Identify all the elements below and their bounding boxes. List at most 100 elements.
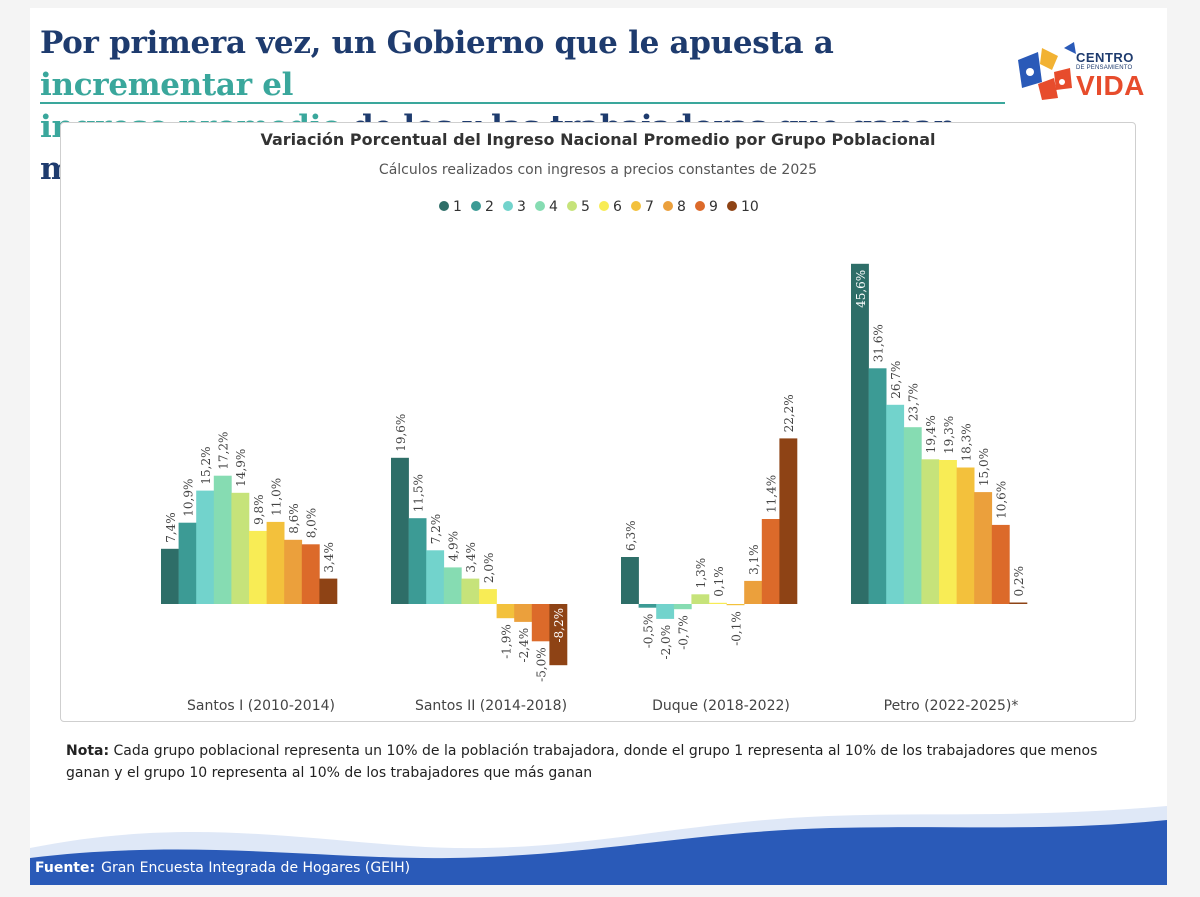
data-label-group4-series6: 19,3% — [942, 416, 956, 454]
bar-group2-series3 — [426, 550, 445, 604]
note-text: Cada grupo poblacional representa un 10%… — [66, 743, 1098, 781]
bar-group2-series4 — [443, 567, 462, 604]
data-label-group4-series8: 15,0% — [977, 448, 991, 486]
data-label-group4-series1: 45,6% — [854, 270, 868, 308]
legend-label-10: 10 — [741, 199, 759, 215]
data-label-group1-series6: 9,8% — [252, 494, 266, 525]
chart-legend: 1 2 3 4 5 6 7 8 9 10 — [439, 199, 759, 215]
bar-group1-series9 — [301, 544, 320, 604]
data-label-group4-series3: 26,7% — [889, 361, 903, 399]
legend-label-3: 3 — [517, 199, 526, 215]
bar-group1-series3 — [196, 490, 215, 604]
category-label-3: Duque (2018-2022) — [652, 698, 790, 714]
headline-highlight1: incrementar el — [40, 67, 294, 103]
data-label-group4-series10: 0,2% — [1012, 566, 1026, 597]
infographic-page: Por primera vez, un Gobierno que le apue… — [30, 8, 1167, 885]
legend-marker-2 — [471, 201, 481, 211]
chart-title: Variación Porcentual del Ingreso Naciona… — [260, 130, 935, 149]
data-label-group1-series7: 11,0% — [269, 478, 283, 516]
chart-panel: Variación Porcentual del Ingreso Naciona… — [60, 122, 1136, 722]
bar-group3-series7 — [726, 604, 745, 606]
data-label-group4-series9: 10,6% — [995, 481, 1009, 519]
data-label-group3-series6: 0,1% — [712, 566, 726, 597]
data-label-group4-series7: 18,3% — [959, 423, 973, 461]
data-label-group4-series4: 23,7% — [907, 383, 921, 421]
data-label-group2-series9: -5,0% — [535, 647, 549, 682]
bar-group4-series8 — [974, 492, 993, 604]
data-label-group2-series10: -8,2% — [552, 608, 566, 643]
bar-group1-series8 — [284, 539, 303, 604]
bar-group2-series1 — [391, 457, 409, 604]
legend-label-9: 9 — [709, 199, 718, 215]
logo-line3: VIDA — [1076, 70, 1145, 101]
data-label-group1-series1: 7,4% — [164, 512, 178, 543]
legend-label-4: 4 — [549, 199, 558, 215]
bar-group4-series6 — [939, 460, 957, 604]
data-label-group2-series7: -1,9% — [499, 624, 513, 659]
bar-group1-series6 — [249, 530, 267, 604]
bar-group3-series8 — [744, 580, 763, 604]
bar-group4-series2 — [868, 368, 887, 604]
data-label-group3-series2: -0,5% — [641, 614, 655, 649]
bar-group1-series2 — [178, 522, 197, 604]
data-label-group3-series9: 11,4% — [765, 475, 779, 513]
data-label-group2-series2: 11,5% — [411, 474, 425, 512]
legend-marker-1 — [439, 201, 449, 211]
bar-group2-series7 — [496, 604, 515, 619]
bar-group4-series7 — [956, 467, 975, 604]
data-label-group2-series5: 3,4% — [464, 542, 478, 573]
legend-marker-10 — [727, 201, 737, 211]
bar-group4-series9 — [991, 524, 1010, 604]
data-label-group2-series1: 19,6% — [394, 414, 408, 452]
bar-group3-series6 — [709, 602, 727, 604]
bar-chart: Variación Porcentual del Ingreso Naciona… — [161, 130, 1028, 714]
legend-marker-4 — [535, 201, 545, 211]
legend-label-2: 2 — [485, 199, 494, 215]
legend-marker-9 — [695, 201, 705, 211]
data-label-group1-series5: 14,9% — [234, 449, 248, 487]
data-label-group4-series5: 19,4% — [924, 415, 938, 453]
legend-label-5: 5 — [581, 199, 590, 215]
category-label-4: Petro (2022-2025)* — [884, 698, 1019, 714]
data-label-group3-series7: -0,1% — [729, 611, 743, 646]
legend-marker-5 — [567, 201, 577, 211]
category-label-1: Santos I (2010-2014) — [187, 698, 335, 714]
bar-group1-series7 — [266, 521, 285, 604]
bar-group4-series1 — [851, 263, 869, 604]
chart-category-labels: Santos I (2010-2014) Santos II (2014-2018… — [187, 698, 1018, 714]
legend-label-8: 8 — [677, 199, 686, 215]
data-label-group3-series4: -0,7% — [677, 615, 691, 650]
legend-marker-6 — [599, 201, 609, 211]
bar-group3-series4 — [673, 604, 692, 610]
bar-group3-series9 — [761, 519, 780, 604]
footer-wave — [30, 806, 1167, 885]
bar-group2-series6 — [479, 589, 497, 604]
data-label-group3-series3: -2,0% — [659, 625, 673, 660]
logo-line2: DE PENSAMIENTO — [1076, 65, 1133, 71]
bar-group4-series10 — [1009, 602, 1028, 604]
logo-line1: CENTRO — [1076, 50, 1134, 65]
legend-marker-7 — [631, 201, 641, 211]
data-label-group1-series3: 15,2% — [199, 446, 213, 484]
headline-underline — [40, 102, 1005, 104]
chart-data-labels: 7,4%10,9% 15,2% 17,2% 14,9% 9,8% 11,0% 8,6% 8,0… — [164, 270, 1026, 682]
bar-group1-series10 — [319, 578, 338, 604]
data-label-group1-series10: 3,4% — [322, 542, 336, 573]
bar-group2-series5 — [461, 578, 480, 604]
note-label: Nota: — [66, 743, 110, 759]
legend-label-6: 6 — [613, 199, 622, 215]
chart-subtitle: Cálculos realizados con ingresos a preci… — [379, 162, 817, 178]
data-label-group1-series2: 10,9% — [181, 479, 195, 517]
data-label-group3-series5: 1,3% — [694, 558, 708, 589]
bar-group2-series9 — [531, 604, 550, 642]
data-label-group2-series3: 7,2% — [429, 514, 443, 545]
source: Fuente: Gran Encuesta Integrada de Hogare… — [35, 860, 410, 876]
data-label-group1-series8: 8,6% — [287, 503, 301, 534]
bar-group1-series5 — [231, 492, 250, 604]
chart-bars — [161, 263, 1028, 666]
legend-label-1: 1 — [453, 199, 462, 215]
bar-group1-series4 — [213, 475, 232, 604]
category-label-2: Santos II (2014-2018) — [415, 698, 567, 714]
legend-marker-3 — [503, 201, 513, 211]
bar-group3-series2 — [638, 604, 657, 608]
